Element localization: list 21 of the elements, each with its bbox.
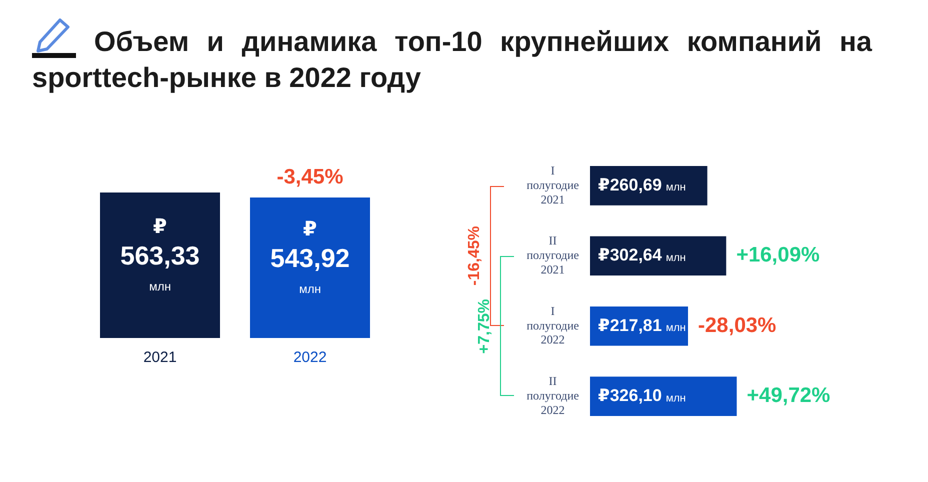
y-tick-label: II полугодие 2022 xyxy=(526,374,580,417)
data-label: ₽260,69 млн xyxy=(598,175,686,194)
annotation: -28,03% xyxy=(698,314,777,337)
data-label: ₽302,64 млн xyxy=(598,246,686,265)
bar xyxy=(590,376,737,416)
y-tick-label: II полугодие 2021 xyxy=(526,234,580,276)
data-label: ₽ 563,33 млн xyxy=(120,216,200,294)
text: Объем и динамика топ-10 крупнейших компаний на sporttech-рынке в 2022 году xyxy=(32,25,872,95)
y-tick-label: I полугодие 2022 xyxy=(526,304,580,347)
y-tick-label: I полугодие 2021 xyxy=(526,163,580,206)
x-tick-label: 2021 xyxy=(143,349,177,366)
annotation: +16,09% xyxy=(736,244,820,267)
x-tick-label: 2022 xyxy=(293,349,327,366)
text: +7,75% xyxy=(476,298,494,354)
data-label: ₽326,10 млн xyxy=(598,386,686,405)
data-label: ₽217,81 млн xyxy=(598,316,686,335)
text: -16,45% xyxy=(466,226,484,286)
data-label: ₽ 543,92 млн xyxy=(270,218,350,296)
annotation: -3,45% xyxy=(276,165,344,188)
bar xyxy=(590,236,726,276)
annotation: +49,72% xyxy=(746,384,831,408)
